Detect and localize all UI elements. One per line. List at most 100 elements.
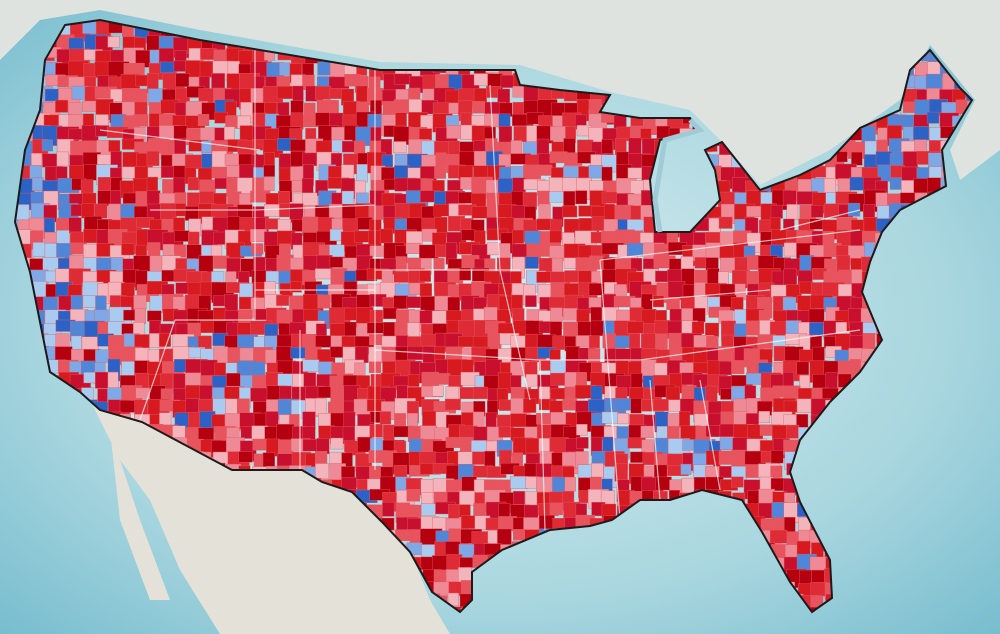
county <box>588 335 600 349</box>
county <box>292 85 304 102</box>
county <box>107 36 120 48</box>
county <box>81 203 95 219</box>
county <box>369 424 383 438</box>
county <box>226 427 240 440</box>
county <box>549 502 563 516</box>
county <box>538 203 551 222</box>
county <box>680 256 694 271</box>
county <box>925 73 943 91</box>
county <box>302 359 320 372</box>
county <box>84 75 97 88</box>
county <box>630 258 643 272</box>
county <box>525 333 538 350</box>
county <box>640 425 655 439</box>
county <box>614 398 632 411</box>
county <box>187 177 199 191</box>
county <box>303 309 321 322</box>
county <box>473 386 488 400</box>
county <box>290 347 306 359</box>
county <box>747 255 760 270</box>
county <box>731 476 744 488</box>
county <box>407 322 420 337</box>
county <box>379 411 392 425</box>
county <box>511 243 528 259</box>
county <box>407 374 420 387</box>
county <box>550 282 567 300</box>
county <box>497 528 512 546</box>
county <box>419 283 433 297</box>
county <box>225 362 237 375</box>
county <box>562 205 578 218</box>
county <box>782 190 797 207</box>
county <box>134 334 150 349</box>
county <box>263 177 275 191</box>
mexico-land <box>90 400 450 634</box>
county <box>498 426 512 438</box>
county <box>590 476 602 491</box>
county <box>615 359 629 376</box>
county <box>705 242 721 258</box>
county <box>227 60 240 76</box>
county <box>458 336 475 348</box>
county <box>731 360 745 374</box>
county <box>875 192 888 207</box>
county <box>405 242 422 254</box>
county <box>146 176 158 193</box>
county <box>549 230 562 243</box>
county <box>357 436 373 453</box>
county <box>472 101 485 114</box>
county <box>315 451 328 464</box>
county <box>770 465 783 478</box>
county <box>719 423 735 437</box>
county <box>640 128 652 140</box>
county <box>393 73 412 85</box>
county <box>434 166 446 179</box>
county <box>758 502 773 519</box>
county <box>669 308 684 323</box>
county <box>447 296 461 312</box>
county <box>174 244 186 258</box>
county <box>110 257 124 272</box>
county <box>31 153 43 167</box>
county <box>383 307 398 320</box>
county <box>445 386 459 401</box>
county <box>68 217 82 234</box>
county <box>419 128 432 141</box>
county <box>379 228 393 244</box>
county <box>563 191 576 207</box>
county <box>926 111 940 124</box>
county <box>224 126 236 140</box>
county <box>356 164 368 183</box>
county <box>433 373 451 385</box>
county <box>537 190 550 207</box>
county <box>133 295 147 310</box>
county <box>719 245 736 260</box>
county <box>381 154 393 168</box>
county <box>718 361 732 376</box>
county <box>265 128 279 141</box>
county <box>627 321 644 334</box>
county <box>484 479 503 491</box>
county <box>406 489 420 502</box>
county <box>458 504 471 518</box>
county <box>383 424 395 442</box>
county <box>589 255 604 270</box>
county <box>406 296 422 309</box>
county <box>486 242 499 256</box>
county <box>525 256 539 269</box>
county <box>851 151 863 166</box>
county <box>237 204 253 219</box>
county <box>290 281 302 293</box>
county <box>184 205 201 221</box>
county <box>224 294 238 313</box>
county <box>197 114 210 127</box>
county <box>199 191 215 206</box>
county <box>848 245 866 259</box>
county <box>653 295 665 308</box>
county <box>41 139 53 152</box>
county <box>523 398 537 413</box>
county <box>603 203 615 222</box>
county <box>601 166 613 183</box>
county <box>563 257 577 269</box>
